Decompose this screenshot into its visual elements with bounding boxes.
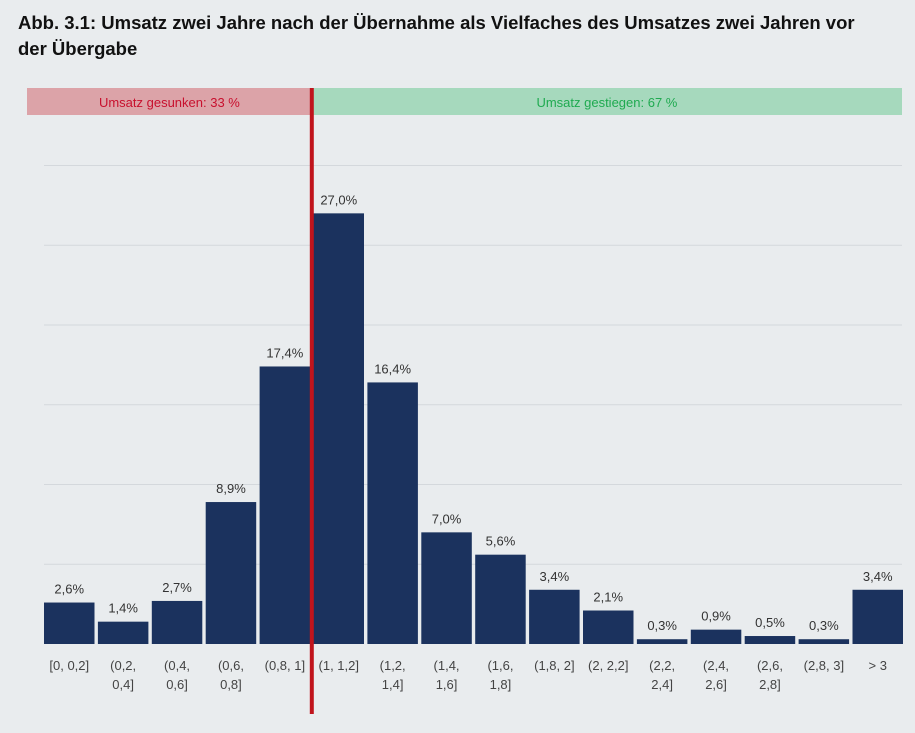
bar-value-label: 7,0% [432, 511, 462, 526]
bar-11 [636, 639, 688, 644]
x-tick-label: (2,2, [649, 658, 675, 673]
bar-7 [421, 532, 472, 644]
x-tick-label: 0,6] [166, 677, 188, 692]
x-tick-label: 1,6] [436, 677, 458, 692]
x-tick-label: > 3 [869, 658, 887, 673]
bar-15 [852, 589, 903, 644]
x-tick-label: [0, 0,2] [49, 658, 89, 673]
bar-value-label: 2,7% [162, 580, 192, 595]
x-tick-labels: [0, 0,2] (0,2, 0,4] (0,4, 0,6] (0,6, 0,8] (0,8,… [49, 658, 887, 692]
bar-4 [259, 366, 311, 644]
x-tick-label: (0,2, [110, 658, 136, 673]
x-tick-label: (2,6, [757, 658, 783, 673]
x-tick-label: (0,6, [218, 658, 244, 673]
bar-value-label: 2,6% [54, 582, 84, 597]
bar-2 [151, 600, 203, 644]
bar-5 [313, 213, 364, 644]
x-tick-label: (1, 1,2] [319, 658, 359, 673]
bar-value-label: 16,4% [374, 361, 411, 376]
x-tick-label: 1,8] [490, 677, 512, 692]
bar-value-label: 3,4% [540, 569, 570, 584]
x-tick-label: (0,8, 1] [265, 658, 305, 673]
x-tick-label: (0,4, [164, 658, 190, 673]
x-tick-label: 0,4] [112, 677, 134, 692]
bar-0 [44, 602, 95, 644]
bar-value-label: 3,4% [863, 569, 893, 584]
value-labels: 2,6% 1,4% 2,7% 8,9% 17,4% 27,0% 16,4% 7,0% 5,6% 3… [54, 192, 893, 633]
bar-13 [744, 636, 796, 644]
x-tick-label: (1,8, 2] [534, 658, 574, 673]
band-decreased [27, 88, 312, 115]
x-tick-label: 0,8] [220, 677, 242, 692]
bar-14 [798, 639, 850, 644]
x-tick-label: (2,4, [703, 658, 729, 673]
bar-value-label: 2,1% [593, 590, 623, 605]
x-tick-label: (2, 2,2] [588, 658, 628, 673]
bar-value-label: 0,9% [701, 609, 731, 624]
bar-value-label: 1,4% [108, 601, 138, 616]
x-tick-label: 2,4] [651, 677, 673, 692]
bar-value-label: 8,9% [216, 481, 246, 496]
x-tick-label: 2,6] [705, 677, 727, 692]
bar-3 [205, 502, 257, 644]
bar-value-label: 0,3% [647, 618, 677, 633]
bar-value-label: 0,5% [755, 615, 785, 630]
bar-10 [583, 610, 634, 644]
x-tick-label: (1,4, [434, 658, 460, 673]
band-increased [311, 88, 902, 115]
bar-value-label: 17,4% [266, 345, 303, 360]
x-tick-label: 2,8] [759, 677, 781, 692]
band-decreased-label: Umsatz gesunken: 33 % [99, 95, 240, 110]
bar-6 [367, 382, 418, 644]
chart-title: Abb. 3.1: Umsatz zwei Jahre nach der Übe… [18, 12, 855, 59]
bar-9 [529, 589, 580, 644]
x-tick-label: (1,2, [380, 658, 406, 673]
bar-12 [690, 629, 742, 644]
band-group: Umsatz gesunken: 33 % Umsatz gestiegen: 6… [27, 88, 902, 115]
gridlines [44, 165, 902, 565]
bars [44, 213, 903, 644]
x-tick-label: (1,6, [487, 658, 513, 673]
bar-value-label: 27,0% [320, 192, 357, 207]
bar-8 [475, 554, 526, 644]
x-tick-label: (2,8, 3] [804, 658, 844, 673]
bar-value-label: 5,6% [486, 534, 516, 549]
band-increased-label: Umsatz gestiegen: 67 % [536, 95, 677, 110]
x-tick-label: 1,4] [382, 677, 404, 692]
bar-value-label: 0,3% [809, 618, 839, 633]
bar-1 [97, 621, 149, 644]
